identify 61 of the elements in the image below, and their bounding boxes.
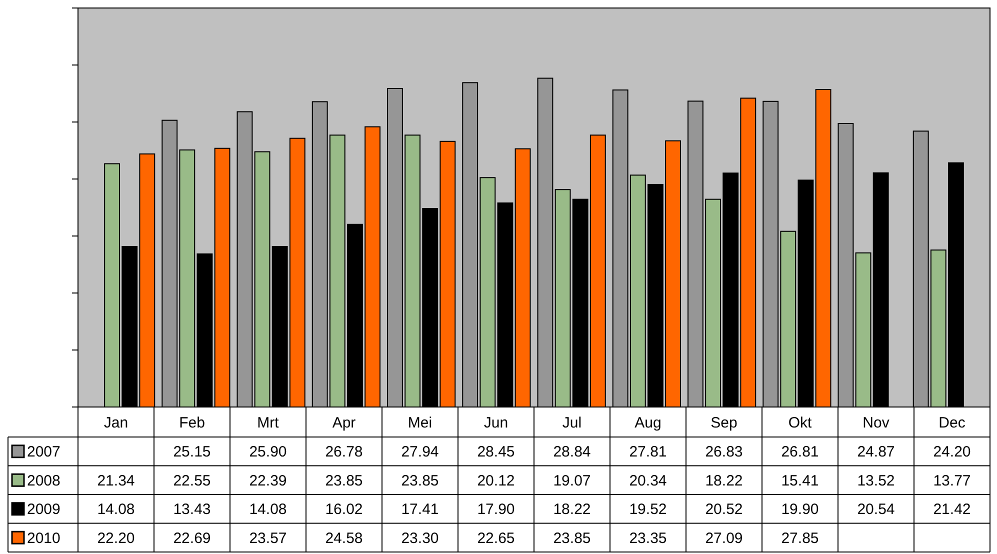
data-label: 20.12 [477,472,515,490]
data-label: 26.83 [705,444,743,461]
x-tick-label: Nov [862,414,890,432]
data-label: 22.39 [249,472,287,490]
x-tick-label: Sep [710,414,738,432]
data-label: 27.81 [629,444,667,461]
data-label: 28.45 [477,444,515,461]
data-label: 22.65 [477,530,515,547]
data-label: 18.22 [705,472,743,490]
x-tick-label: Okt [788,414,812,432]
data-label: 23.30 [401,530,439,547]
x-tick-label: Feb [179,414,205,432]
data-label: 24.58 [325,530,363,547]
data-label: 22.69 [173,530,211,547]
x-tick-label: Apr [332,414,356,432]
data-label: 16.02 [325,501,363,518]
data-label: 15.41 [781,472,819,490]
data-label: 14.08 [97,501,135,518]
data-label: 17.90 [477,501,515,518]
data-label: 25.15 [173,444,211,461]
data-label: 19.90 [781,501,819,518]
x-tick-label: Mei [408,414,432,432]
data-label: 13.52 [857,472,895,490]
x-tick-label: Jul [562,414,582,432]
data-label: 21.34 [97,472,135,490]
data-label: 23.85 [401,472,439,490]
data-label: 23.35 [629,530,667,547]
data-label: 18.22 [553,501,591,518]
x-tick-label: Aug [634,414,662,432]
data-label: 14.08 [249,501,287,518]
data-label: 27.94 [401,444,439,461]
data-label: 26.78 [325,444,363,461]
data-label: 23.57 [249,530,287,547]
data-label: 21.42 [933,501,971,518]
legend-label: 2010 [27,530,60,547]
data-label: 20.34 [629,472,667,490]
data-label: 24.87 [857,444,895,461]
x-tick-label: Dec [938,414,966,432]
data-label: 20.52 [705,501,743,518]
data-label: 20.54 [857,501,895,518]
data-label: 22.20 [97,530,135,547]
data-label: 13.77 [933,472,971,490]
data-label: 19.52 [629,501,667,518]
data-label: 27.85 [781,530,819,547]
data-label: 19.07 [553,472,591,490]
data-label: 13.43 [173,501,211,518]
data-label: 28.84 [553,444,591,461]
x-tick-label: Jan [104,414,128,432]
data-label: 27.09 [705,530,743,547]
legend-label: 2008 [27,472,60,490]
data-label: 22.55 [173,472,211,490]
legend-label: 2009 [27,501,60,518]
data-label: 25.90 [249,444,287,461]
legend-label: 2007 [27,444,60,461]
x-tick-label: Mrt [257,414,280,432]
data-label: 23.85 [553,530,591,547]
x-tick-label: Jun [484,414,508,432]
data-label: 24.20 [933,444,971,461]
data-label: 17.41 [401,501,439,518]
data-label: 26.81 [781,444,819,461]
data-label: 23.85 [325,472,363,490]
